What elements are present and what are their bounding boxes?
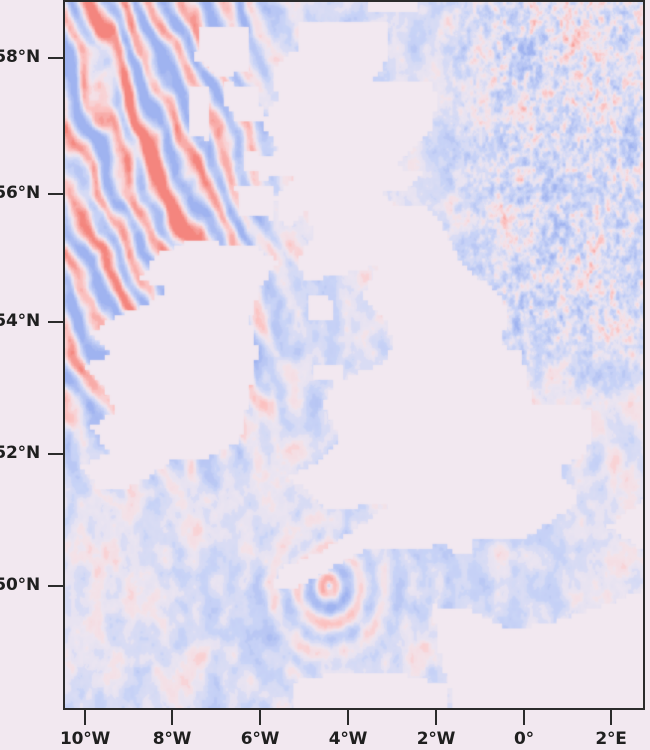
latitude-tick-label: 56°N [0,183,40,203]
longitude-tick-mark [347,710,349,725]
longitude-tick-mark [610,710,612,725]
longitude-tick-label: 4°W [328,729,368,749]
longitude-tick-label: 2°W [416,729,456,749]
map-plot-area[interactable] [63,0,645,710]
latitude-tick-label: 58°N [0,47,40,67]
latitude-tick-mark [48,57,63,59]
longitude-tick-mark [435,710,437,725]
longitude-tick-label: 8°W [152,729,192,749]
latitude-tick-mark [48,193,63,195]
longitude-tick-label: 10°W [59,729,111,749]
longitude-tick-label: 2°E [595,729,627,749]
longitude-tick-mark [84,710,86,725]
longitude-tick-mark [259,710,261,725]
latitude-tick-label: 50°N [0,575,40,595]
map-raster-layer [65,2,643,708]
latitude-tick-label: 54°N [0,311,40,331]
longitude-tick-label: 0° [514,729,534,749]
latitude-tick-mark [48,453,63,455]
latitude-tick-mark [48,585,63,587]
latitude-tick-label: 52°N [0,443,40,463]
longitude-tick-mark [171,710,173,725]
latitude-tick-mark [48,321,63,323]
longitude-tick-label: 6°W [240,729,280,749]
longitude-tick-mark [523,710,525,725]
